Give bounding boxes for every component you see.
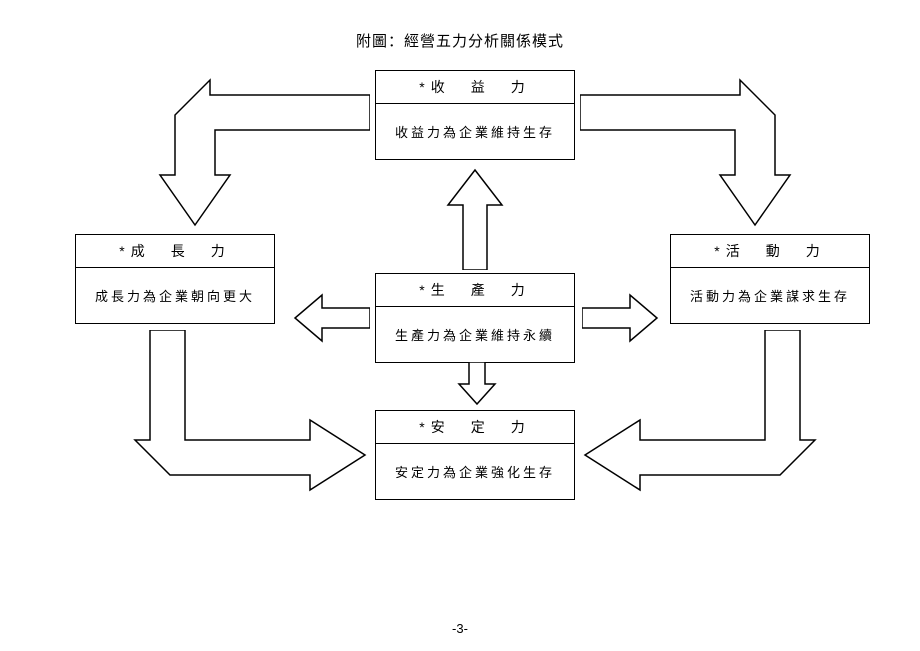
node-right: *活 動 力 活動力為企業謀求生存 <box>670 234 870 324</box>
arrow-center-to-bottom-icon <box>455 362 499 407</box>
arrow-top-to-left-icon <box>120 75 370 230</box>
node-bottom: *安 定 力 安定力為企業強化生存 <box>375 410 575 500</box>
node-left-header: *成 長 力 <box>76 235 274 268</box>
node-center-body: 生產力為企業維持永續 <box>376 307 574 362</box>
diagram-title: 附圖：經營五力分析關係模式 <box>0 30 920 51</box>
node-bottom-header: *安 定 力 <box>376 411 574 444</box>
node-top-body: 收益力為企業維持生存 <box>376 104 574 159</box>
node-right-header: *活 動 力 <box>671 235 869 268</box>
node-center-header: *生 產 力 <box>376 274 574 307</box>
page-number: -3- <box>0 621 920 636</box>
node-right-body: 活動力為企業謀求生存 <box>671 268 869 323</box>
arrow-left-to-bottom-icon <box>130 330 370 500</box>
arrow-center-to-top-icon <box>443 165 507 270</box>
arrow-right-to-bottom-icon <box>580 330 820 500</box>
node-center: *生 產 力 生產力為企業維持永續 <box>375 273 575 363</box>
node-left-body: 成長力為企業朝向更大 <box>76 268 274 323</box>
arrow-top-to-right-icon <box>580 75 830 230</box>
node-left: *成 長 力 成長力為企業朝向更大 <box>75 234 275 324</box>
node-top: *收 益 力 收益力為企業維持生存 <box>375 70 575 160</box>
node-top-header: *收 益 力 <box>376 71 574 104</box>
node-bottom-body: 安定力為企業強化生存 <box>376 444 574 499</box>
